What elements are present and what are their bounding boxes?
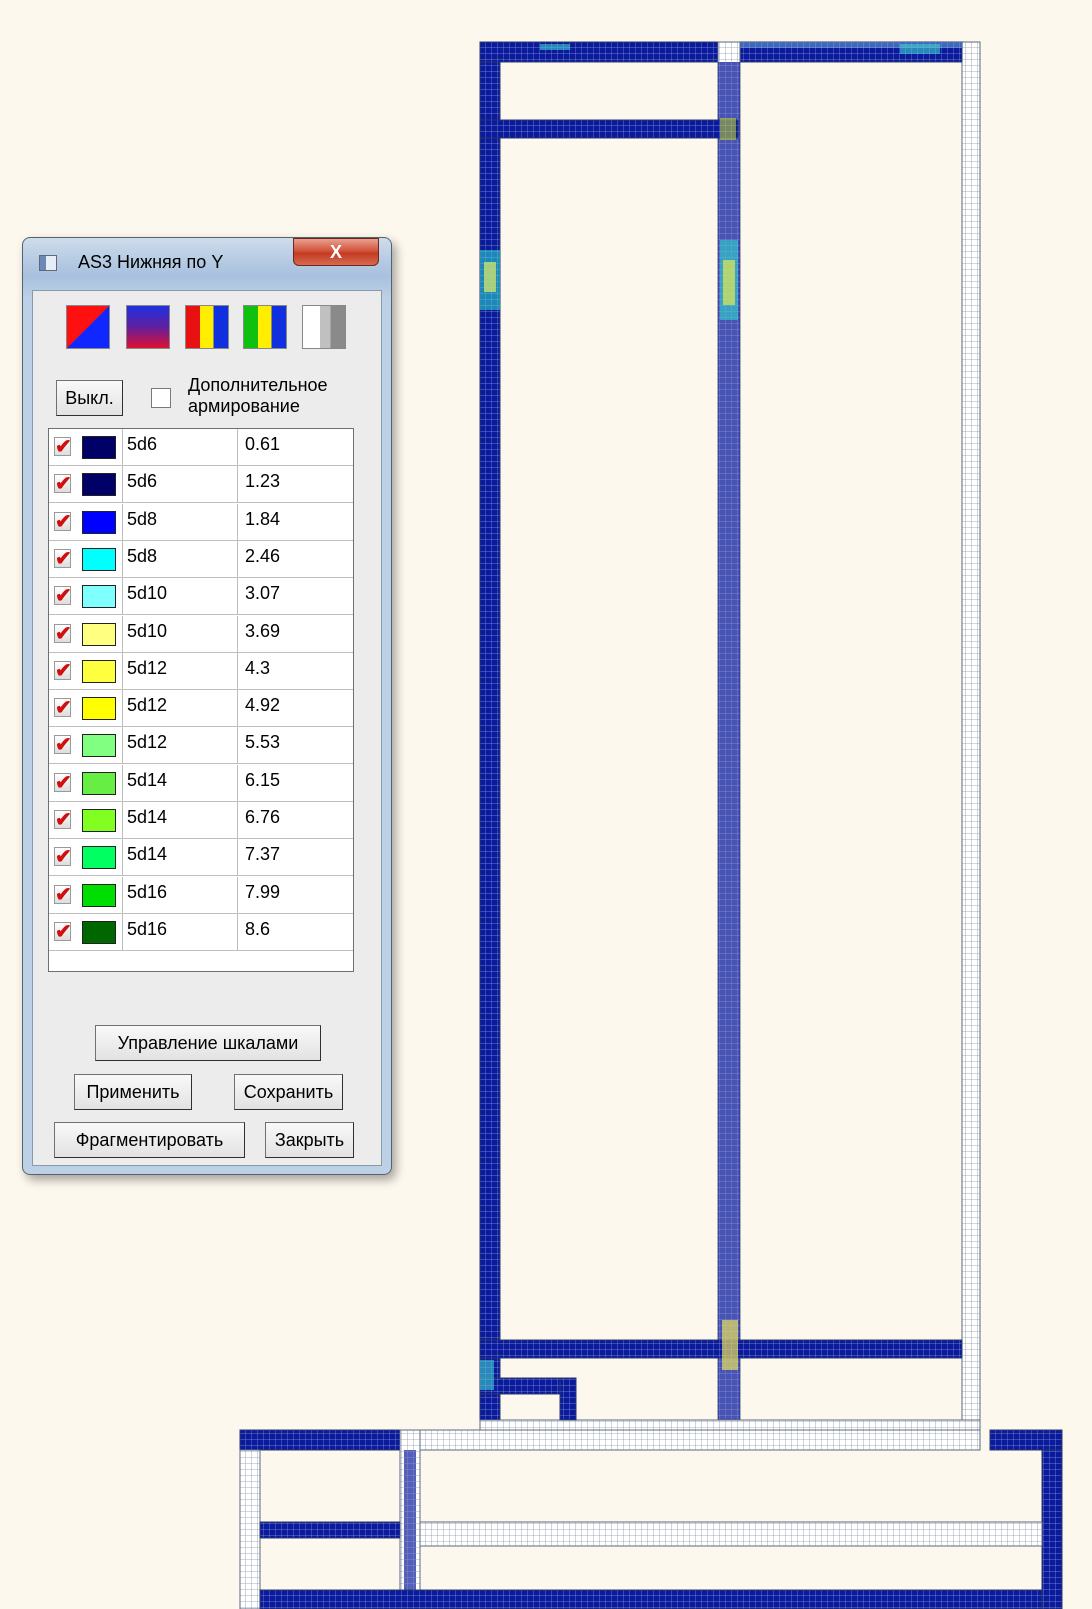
scale-row-value[interactable]: 4.92 (245, 695, 281, 716)
scale-row-label: 5d16 (122, 876, 238, 913)
stripes-green-yellow-blue-icon[interactable] (243, 305, 287, 349)
scale-row-color-swatch[interactable] (82, 659, 116, 683)
scale-row-label: 5d12 (122, 727, 238, 764)
scale-row-checkbox[interactable]: ✔ (54, 622, 72, 645)
scale-list[interactable]: ✔ 5d6 0.61 ✔ 5d6 1.23 ✔ 5d8 1.84 ✔ 5d8 2.46 ✔ 5d10 3.0… (48, 428, 354, 972)
scale-row-label: 5d8 (122, 540, 238, 577)
scale-row-checkbox[interactable]: ✔ (54, 697, 72, 720)
gradient-gray-icon[interactable] (302, 305, 346, 349)
scale-row-value[interactable]: 1.23 (245, 471, 281, 492)
scale-row[interactable]: ✔ 5d14 6.76 (49, 802, 353, 839)
scale-row-color-swatch[interactable] (82, 734, 116, 758)
stripes-red-yellow-blue-icon[interactable] (185, 305, 229, 349)
lower-building-walls (239, 1429, 1063, 1609)
window-icon (39, 255, 57, 271)
scale-row[interactable]: ✔ 5d12 5.53 (49, 727, 353, 765)
scale-row-color-swatch[interactable] (82, 585, 116, 609)
extra-reinforcement-label-line2: армирование (188, 396, 300, 416)
scale-row-label: 5d10 (122, 615, 238, 652)
scale-row-checkbox[interactable]: ✔ (54, 547, 72, 570)
scale-row-value[interactable]: 3.69 (245, 620, 281, 641)
scale-row-label: 5d12 (122, 690, 238, 727)
scale-row[interactable]: ✔ 5d10 3.69 (49, 615, 353, 653)
apply-button[interactable]: Применить (74, 1074, 192, 1110)
scale-row-value[interactable]: 0.61 (245, 434, 281, 454)
scale-row[interactable]: ✔ 5d14 7.37 (49, 839, 353, 877)
scale-row-value[interactable]: 2.46 (245, 545, 281, 566)
scale-row-checkbox[interactable]: ✔ (54, 846, 72, 869)
scale-row-checkbox[interactable]: ✔ (54, 920, 72, 943)
scale-row-color-swatch[interactable] (82, 920, 116, 944)
scale-row-label: 5d8 (122, 503, 238, 540)
extra-reinforcement-label: Дополнительное армирование (188, 375, 328, 417)
scale-row-checkbox[interactable]: ✔ (54, 809, 72, 831)
scale-row-checkbox[interactable]: ✔ (54, 734, 72, 757)
scale-row-checkbox[interactable]: ✔ (54, 883, 72, 906)
scale-row-checkbox[interactable]: ✔ (54, 436, 72, 458)
gradient-blue-red-icon[interactable] (126, 305, 170, 349)
scale-row-label: 5d6 (122, 429, 238, 465)
scale-row-checkbox[interactable]: ✔ (54, 771, 72, 794)
fragment-button[interactable]: Фрагментировать (54, 1122, 245, 1158)
scale-row-value[interactable]: 4.3 (245, 657, 271, 678)
extra-reinforcement-checkbox[interactable] (151, 388, 171, 408)
scale-row-value[interactable]: 8.6 (245, 918, 271, 939)
manage-scales-button[interactable]: Управление шкалами (95, 1025, 321, 1061)
extra-reinforcement-label-line1: Дополнительное (188, 375, 328, 395)
close-button[interactable]: Закрыть (265, 1122, 354, 1158)
scale-row-value[interactable]: 5.53 (245, 732, 281, 753)
scale-row-checkbox[interactable]: ✔ (54, 659, 72, 682)
scale-row-color-swatch[interactable] (82, 436, 116, 459)
scale-row-checkbox[interactable]: ✔ (54, 585, 72, 608)
reinforcement-scale-dialog: AS3 Нижняя по Y X Выкл. Дополнительное а… (22, 237, 392, 1175)
scale-row[interactable]: ✔ 5d12 4.92 (49, 690, 353, 728)
scale-row-color-swatch[interactable] (82, 547, 116, 571)
scale-row-label: 5d16 (122, 913, 238, 950)
scale-row-label: 5d14 (122, 802, 238, 838)
scale-row-label: 5d14 (122, 764, 238, 801)
scale-row-checkbox[interactable]: ✔ (54, 473, 72, 496)
scale-row[interactable]: ✔ 5d6 1.23 (49, 466, 353, 504)
scale-row-color-swatch[interactable] (82, 809, 116, 832)
scale-row[interactable]: ✔ 5d8 2.46 (49, 540, 353, 578)
scale-row[interactable]: ✔ 5d16 8.6 (49, 913, 353, 951)
dialog-title: AS3 Нижняя по Y (78, 252, 224, 272)
dialog-client-area: Выкл. Дополнительное армирование ✔ 5d6 0.6… (32, 290, 382, 1166)
scale-row-label: 5d14 (122, 839, 238, 876)
scale-row-value[interactable]: 6.15 (245, 769, 281, 790)
scale-row-color-swatch[interactable] (82, 883, 116, 907)
scale-row-label: 5d6 (122, 466, 238, 503)
scale-row-value[interactable]: 6.76 (245, 807, 281, 827)
scale-row[interactable]: ✔ 5d16 7.99 (49, 876, 353, 914)
scale-row[interactable]: ✔ 5d8 1.84 (49, 503, 353, 541)
scale-row-checkbox[interactable]: ✔ (54, 510, 72, 533)
scale-row[interactable]: ✔ 5d6 0.61 (49, 429, 353, 466)
scale-row-value[interactable]: 7.99 (245, 881, 281, 902)
save-button[interactable]: Сохранить (234, 1074, 343, 1110)
scale-row-color-swatch[interactable] (82, 771, 116, 795)
scale-row-value[interactable]: 3.07 (245, 583, 281, 604)
scale-row[interactable]: ✔ 5d10 3.07 (49, 578, 353, 616)
scale-row[interactable]: ✔ 5d14 6.15 (49, 764, 353, 802)
off-button[interactable]: Выкл. (56, 380, 123, 416)
scale-row-value[interactable]: 1.84 (245, 508, 281, 529)
scale-row-color-swatch[interactable] (82, 510, 116, 534)
diagonal-red-blue-icon[interactable] (66, 305, 110, 349)
scale-row-label: 5d10 (122, 578, 238, 615)
scale-row-color-swatch[interactable] (82, 622, 116, 646)
scale-row[interactable]: ✔ 5d12 4.3 (49, 652, 353, 690)
scale-row-label: 5d12 (122, 652, 238, 689)
scale-row-color-swatch[interactable] (82, 473, 116, 497)
close-window-button[interactable]: X (293, 238, 379, 266)
scale-row-value[interactable]: 7.37 (245, 844, 281, 865)
scale-row-color-swatch[interactable] (82, 846, 116, 870)
scale-row-color-swatch[interactable] (82, 697, 116, 721)
